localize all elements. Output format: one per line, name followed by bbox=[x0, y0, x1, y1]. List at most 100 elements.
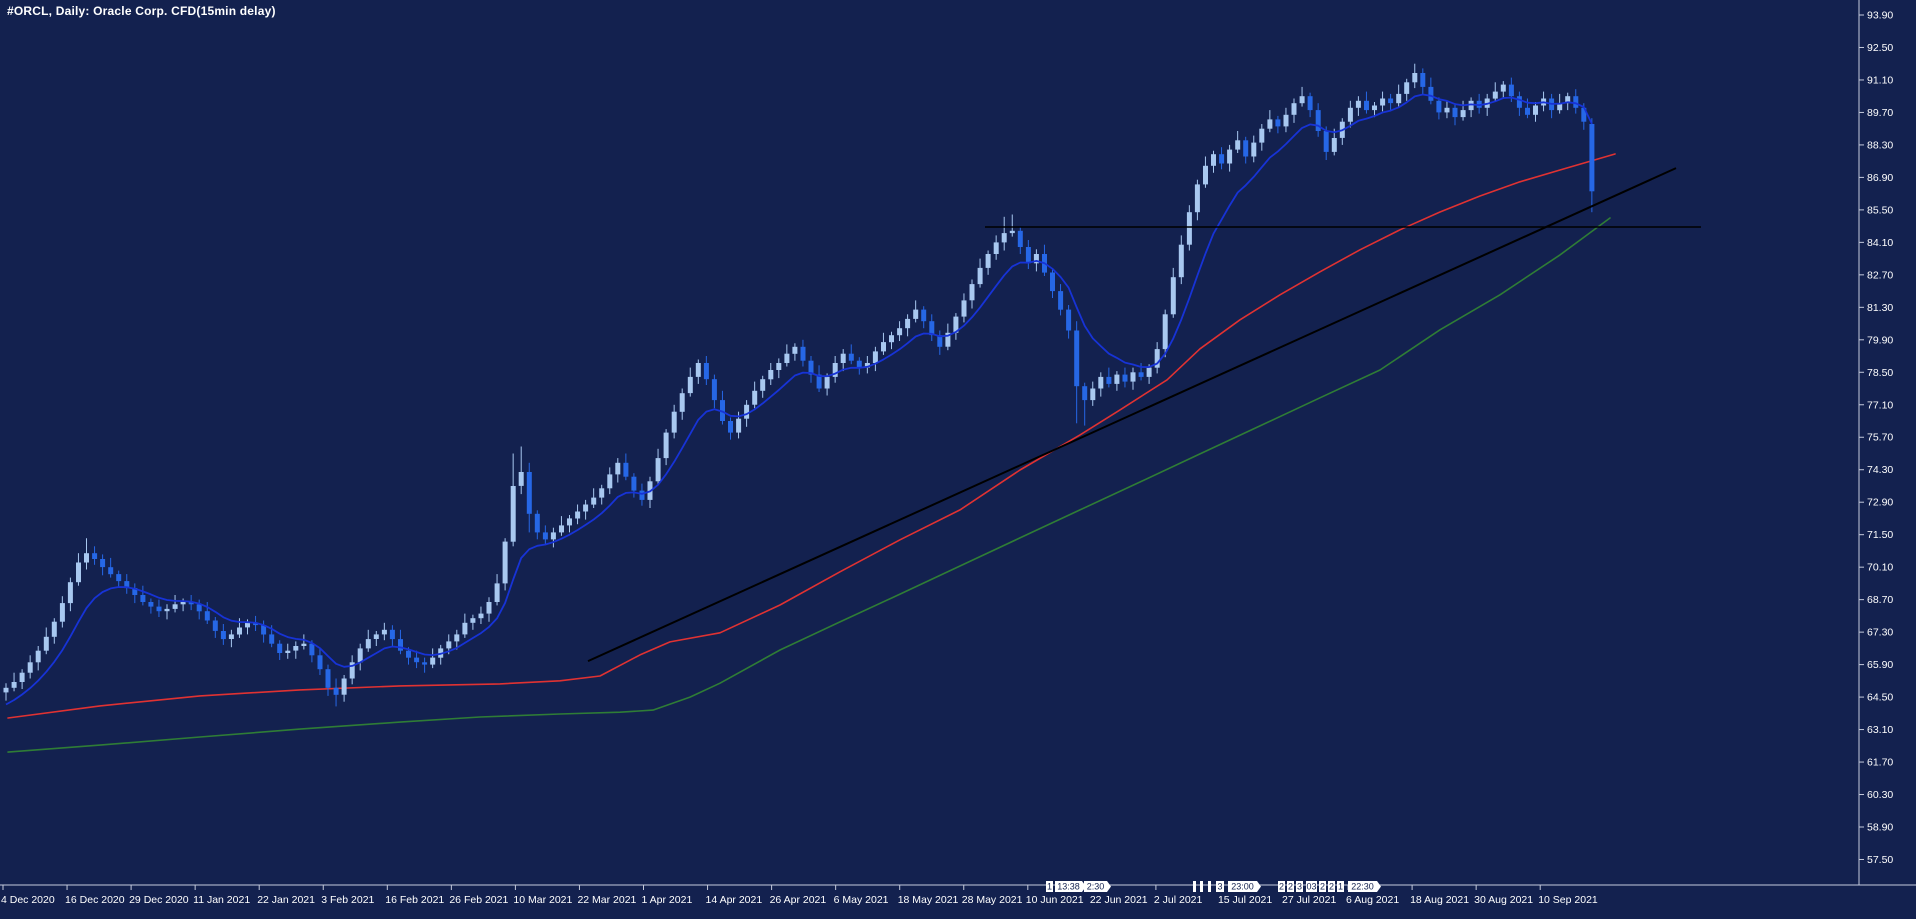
time-tag: 22:30 bbox=[1348, 881, 1381, 892]
time-axis-label: 26 Feb 2021 bbox=[449, 894, 508, 906]
time-tag: 3 bbox=[1296, 881, 1303, 892]
time-axis-label: 30 Aug 2021 bbox=[1474, 894, 1533, 906]
time-axis-label: 18 Aug 2021 bbox=[1410, 894, 1469, 906]
candle-bear bbox=[703, 363, 709, 380]
candle-bull bbox=[59, 603, 65, 622]
candle-bull bbox=[67, 582, 73, 604]
candle-bull bbox=[1154, 349, 1160, 368]
time-tag-bar bbox=[1193, 881, 1196, 892]
candle-bull bbox=[1170, 277, 1176, 315]
candle-bull bbox=[1291, 103, 1297, 115]
ma-slow-line bbox=[7, 217, 1611, 753]
candle-bull bbox=[285, 650, 291, 653]
candle-bear bbox=[1428, 86, 1434, 101]
candle-bear bbox=[1122, 374, 1128, 382]
candle-bull bbox=[228, 634, 234, 639]
candle-bear bbox=[1508, 84, 1514, 97]
candle-bull bbox=[591, 497, 597, 505]
bottom-tags: 1 13:38 2:30 3 23:00 2 2 3 03 2 2 1 22:30 bbox=[1046, 881, 1381, 892]
candle-bull bbox=[1146, 367, 1152, 377]
time-tag-label: 2 bbox=[1320, 882, 1325, 892]
time-tag-label: 2 bbox=[1288, 882, 1293, 892]
candle-bull bbox=[1444, 107, 1450, 113]
candle-bull bbox=[550, 532, 556, 540]
time-tag: 1 bbox=[1046, 881, 1053, 892]
candle-bear bbox=[389, 629, 395, 640]
candle-bear bbox=[92, 553, 98, 559]
price-axis-label: 91.10 bbox=[1867, 74, 1893, 86]
candle-bull bbox=[977, 267, 983, 285]
candle-bear bbox=[1219, 154, 1225, 164]
candle-bear bbox=[422, 662, 428, 665]
candle-bull bbox=[1396, 93, 1402, 104]
candle-bear bbox=[1058, 291, 1064, 310]
time-tag-shape bbox=[1055, 881, 1086, 892]
candle-bear bbox=[1106, 376, 1112, 384]
time-axis-label: 6 May 2021 bbox=[834, 894, 889, 906]
candle-bull bbox=[301, 643, 307, 646]
candle-bull bbox=[478, 613, 484, 619]
candle-bull bbox=[1380, 98, 1386, 106]
time-tag-label: 2:30 bbox=[1087, 882, 1105, 892]
candle-bear bbox=[220, 631, 226, 640]
candle-bear bbox=[277, 643, 283, 653]
candle-bear bbox=[816, 374, 822, 389]
time-tag-label: 2 bbox=[1279, 882, 1284, 892]
candle-bull bbox=[365, 639, 371, 649]
trend-line[interactable] bbox=[587, 167, 1677, 663]
time-tag-shape bbox=[1337, 881, 1344, 892]
candle-bull bbox=[872, 351, 878, 363]
candle-bull bbox=[1162, 314, 1168, 350]
candle-bear bbox=[1420, 73, 1426, 87]
candle-bear bbox=[1525, 107, 1530, 115]
candle-bull bbox=[1001, 233, 1007, 243]
time-tag: 23:00 bbox=[1228, 881, 1261, 892]
candle-bull bbox=[744, 404, 750, 419]
candle-bull bbox=[679, 393, 685, 412]
time-axis-label: 6 Aug 2021 bbox=[1346, 894, 1399, 906]
candle-bull bbox=[985, 254, 991, 268]
candle-bull bbox=[567, 518, 572, 526]
candle-bull bbox=[1565, 96, 1571, 104]
candle-bull bbox=[663, 432, 669, 459]
candle-bear bbox=[253, 622, 259, 626]
candle-bull bbox=[776, 363, 782, 370]
candle-bear bbox=[542, 532, 548, 540]
candle-bull bbox=[889, 335, 894, 343]
candle-bear bbox=[212, 620, 218, 631]
time-tag-label: 23:00 bbox=[1231, 882, 1254, 892]
candle-bull bbox=[76, 562, 81, 583]
price-axis-label: 93.90 bbox=[1867, 10, 1893, 22]
price-axis-label: 88.30 bbox=[1867, 139, 1893, 151]
candle-bull bbox=[1460, 110, 1466, 118]
candle-bear bbox=[1243, 140, 1249, 157]
candle-bull bbox=[1299, 96, 1305, 104]
candle-bull bbox=[760, 379, 766, 391]
price-axis-label: 84.10 bbox=[1867, 237, 1893, 249]
time-tag-shape bbox=[1228, 881, 1261, 892]
candle-bear bbox=[317, 655, 323, 670]
time-tag: 03 bbox=[1306, 881, 1317, 892]
candle-bull bbox=[3, 687, 9, 693]
time-axis-label: 11 Jan 2021 bbox=[193, 894, 250, 906]
candle-bull bbox=[1355, 100, 1361, 108]
candle-bull bbox=[1033, 254, 1039, 264]
time-axis[interactable]: 4 Dec 2020 16 Dec 2020 29 Dec 2020 11 Jan 2… bbox=[1, 885, 1598, 906]
candle-bull bbox=[446, 641, 452, 649]
candle-bear bbox=[856, 360, 862, 368]
candle-bear bbox=[100, 559, 106, 568]
time-tag: 2:30 bbox=[1084, 881, 1111, 892]
time-tag: 3 bbox=[1216, 881, 1224, 892]
candle-bear bbox=[406, 650, 411, 658]
candle-bull bbox=[172, 604, 178, 609]
candle-bull bbox=[953, 316, 959, 333]
candle-bull bbox=[341, 678, 347, 695]
price-axis[interactable]: 93.90 92.50 91.10 89.70 88.30 86.90 85.50 84.10… bbox=[1859, 10, 1893, 866]
time-axis-label: 10 Jun 2021 bbox=[1026, 894, 1084, 906]
candle-bull bbox=[1468, 100, 1474, 111]
candle-bull bbox=[19, 672, 25, 682]
time-axis-label: 4 Dec 2020 bbox=[1, 894, 55, 906]
candle-bear bbox=[204, 611, 210, 621]
